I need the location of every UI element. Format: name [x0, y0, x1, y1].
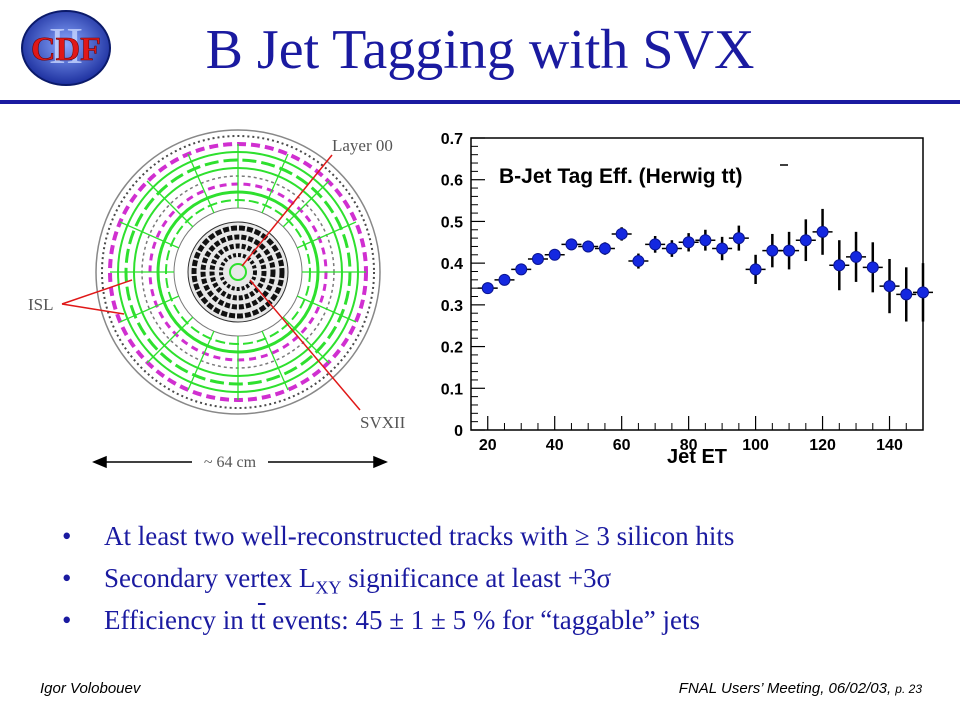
- data-point: [515, 263, 528, 276]
- y-tick-label: 0: [454, 423, 463, 440]
- efficiency-chart: 0 0.1 0.2 0.3 0.4 0.5 0.6 0.7 20 40 60 80 100 120 140…: [441, 131, 933, 468]
- x-tick-label: 40: [546, 437, 564, 454]
- detector-rings: [95, 129, 381, 415]
- data-point: [649, 238, 662, 251]
- data-point: [883, 280, 896, 293]
- bullet-text-post: events: 45 ± 1 ± 5 % for “taggable” jets: [265, 605, 700, 635]
- data-point: [481, 282, 494, 295]
- detector-diagram: Layer 00 ISL SVXII ~ 64 cm: [28, 129, 406, 471]
- y-tick-label: 0.5: [441, 214, 463, 231]
- x-axis: 20 40 60 80 100 120 140: [479, 416, 907, 454]
- slide-title: B Jet Tagging with SVX: [205, 19, 755, 81]
- x-tick-label: 80: [680, 437, 698, 454]
- y-axis: 0 0.1 0.2 0.3 0.4 0.5 0.6 0.7: [441, 131, 485, 440]
- data-point: [833, 259, 846, 272]
- bullet-vertex: • Secondary vertex LXY significance at l…: [62, 557, 942, 599]
- scale-arrow: [92, 455, 388, 469]
- title-underline: [0, 100, 960, 104]
- data-point: [665, 242, 678, 255]
- data-point: [632, 255, 645, 268]
- bullet-subscript: XY: [315, 577, 342, 598]
- y-tick-label: 0.7: [441, 131, 463, 148]
- bullet-list: • At least two well-reconstructed tracks…: [62, 515, 942, 641]
- y-tick-label: 0.2: [441, 340, 463, 357]
- data-point: [783, 244, 796, 257]
- logo-text: CDF: [31, 31, 101, 68]
- y-tick-label: 0.6: [441, 173, 463, 190]
- detector-struts: [110, 144, 366, 400]
- data-point: [615, 227, 628, 240]
- y-tick-label: 0.1: [441, 381, 463, 398]
- x-tick-label: 100: [742, 437, 769, 454]
- plot-frame: [470, 137, 924, 431]
- bullet-dot: •: [62, 563, 72, 593]
- data-point: [749, 263, 762, 276]
- data-point: [498, 273, 511, 286]
- data-point: [799, 234, 812, 247]
- data-point: [531, 252, 544, 265]
- bullet-tracks: • At least two well-reconstructed tracks…: [62, 515, 942, 557]
- bullet-dot: •: [62, 605, 72, 635]
- footer-author: Igor Volobouev: [40, 680, 141, 697]
- bullet-text-pre: Efficiency in t: [104, 605, 258, 635]
- x-axis-label: Jet ET: [667, 446, 727, 468]
- data-series: [477, 208, 933, 322]
- data-point: [917, 286, 929, 299]
- data-point: [565, 238, 578, 251]
- label-layer00: Layer 00: [332, 136, 393, 155]
- x-tick-label: 140: [876, 437, 903, 454]
- bullet-tbar: t: [257, 605, 266, 635]
- data-point: [598, 242, 611, 255]
- x-tick-label: 60: [613, 437, 631, 454]
- cdf-logo: II CDF: [21, 10, 111, 86]
- data-point: [816, 225, 829, 238]
- y-tick-label: 0.4: [441, 256, 463, 273]
- data-point: [900, 288, 913, 301]
- bullet-text-pre: Secondary vertex L: [104, 563, 316, 593]
- x-tick-label: 20: [479, 437, 497, 454]
- data-point: [582, 240, 595, 253]
- label-scale: ~ 64 cm: [204, 454, 257, 471]
- svx-core: [187, 221, 289, 323]
- footer-meeting: FNAL Users’ Meeting, 06/02/03, p. 23: [679, 680, 922, 697]
- data-point: [548, 248, 561, 261]
- data-point: [699, 234, 712, 247]
- data-point: [682, 236, 695, 249]
- data-point: [732, 232, 745, 245]
- data-point: [850, 250, 863, 263]
- footer-meeting-text: FNAL Users’ Meeting, 06/02/03,: [678, 680, 892, 697]
- data-point: [866, 261, 879, 274]
- bullet-text: At least two well-reconstructed tracks w…: [104, 521, 735, 551]
- chart-title: B-Jet Tag Eff. (Herwig tt): [499, 165, 742, 188]
- bullet-efficiency: • Efficiency in tt events: 45 ± 1 ± 5 % …: [62, 599, 942, 641]
- footer-page: p. 23: [895, 682, 922, 696]
- detector-pointers: [61, 154, 361, 411]
- data-point: [716, 242, 729, 255]
- bullet-text-post: significance at least +3σ: [341, 563, 612, 593]
- y-tick-label: 0.3: [441, 298, 463, 315]
- bullet-dot: •: [62, 521, 72, 551]
- data-point: [766, 244, 779, 257]
- logo-numeral: II: [49, 18, 84, 75]
- label-svxii: SVXII: [360, 413, 406, 432]
- label-isl: ISL: [28, 295, 54, 314]
- x-tick-label: 120: [809, 437, 836, 454]
